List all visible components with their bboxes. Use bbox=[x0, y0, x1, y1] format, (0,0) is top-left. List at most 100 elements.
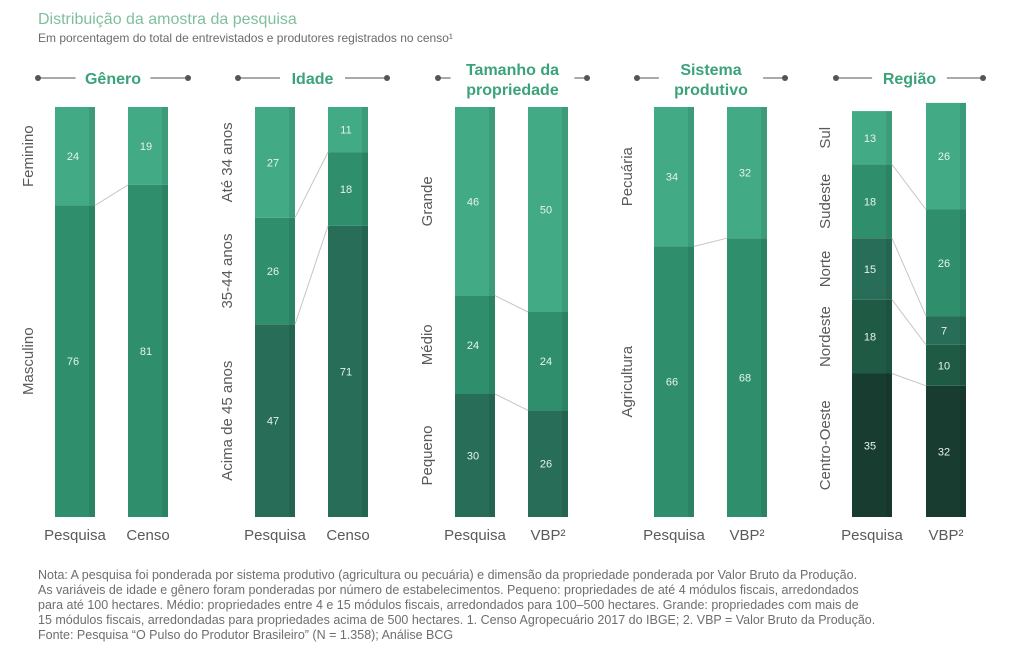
bar-segment-shade bbox=[89, 107, 95, 206]
bar-segment-agricultura bbox=[654, 246, 694, 517]
bar-segment-nordeste bbox=[926, 344, 966, 386]
connector-line bbox=[294, 225, 329, 325]
bar-segment-shade bbox=[688, 107, 694, 247]
x-tick-label: VBP² bbox=[928, 527, 963, 544]
series-label-agricultura: Agricultura bbox=[619, 345, 636, 417]
note-line: 15 módulos fiscais, arredondadas para pr… bbox=[38, 613, 876, 627]
bar-segment-shade bbox=[761, 107, 767, 239]
series-label-pecuaria: Pecuária bbox=[619, 146, 636, 206]
bar-segment-shade bbox=[562, 107, 568, 312]
panel-title: Tamanho da bbox=[466, 62, 559, 79]
data-label: 27 bbox=[267, 157, 279, 169]
bar-segment-agricultura bbox=[727, 238, 767, 517]
header-dot bbox=[833, 75, 839, 81]
bar-segment-medio bbox=[455, 295, 495, 394]
bar-segment-acima-de-45-anos bbox=[328, 225, 368, 517]
data-label: 19 bbox=[140, 141, 152, 153]
data-label: 24 bbox=[67, 151, 79, 163]
bar-segment-grande bbox=[455, 107, 495, 296]
bar-segment-shade bbox=[162, 184, 168, 517]
bar-segment-35-44-anos bbox=[328, 152, 368, 226]
bar-segment-pequeno bbox=[455, 394, 495, 517]
header-dot bbox=[980, 75, 986, 81]
series-label-masculino: Masculino bbox=[20, 327, 37, 395]
bar-segment-35-44-anos bbox=[255, 217, 295, 325]
bar-segment-centro-oeste bbox=[852, 373, 892, 517]
bar-segment-shade bbox=[362, 225, 368, 517]
x-tick-label: Censo bbox=[126, 527, 169, 544]
note-line: Fonte: Pesquisa “O Pulso do Produtor Bra… bbox=[38, 628, 454, 642]
bar-segment-masculino bbox=[128, 184, 168, 517]
bar-segment-shade bbox=[960, 209, 966, 317]
connector-line bbox=[94, 184, 129, 206]
data-label: 32 bbox=[938, 446, 950, 458]
bar-segment-feminino bbox=[55, 107, 95, 206]
data-label: 50 bbox=[540, 205, 552, 217]
data-label: 11 bbox=[340, 125, 351, 137]
data-label: 18 bbox=[864, 196, 876, 208]
data-label: 26 bbox=[938, 151, 950, 163]
data-label: 35 bbox=[864, 440, 876, 452]
bar-segment-shade bbox=[289, 324, 295, 517]
series-label-feminino: Feminino bbox=[20, 125, 37, 187]
panel-title: Gênero bbox=[85, 71, 141, 88]
bar-segment-shade bbox=[886, 238, 892, 300]
bar-segment-shade bbox=[289, 107, 295, 218]
x-tick-label: Pesquisa bbox=[841, 527, 903, 544]
data-label: 24 bbox=[467, 340, 479, 352]
header-dot bbox=[782, 75, 788, 81]
connector-line bbox=[891, 373, 927, 387]
series-label-centro-oeste: Centro-Oeste bbox=[817, 400, 834, 490]
bar-segment-shade bbox=[362, 107, 368, 153]
bar-segment-grande bbox=[528, 107, 568, 312]
bar-segment-pecuaria bbox=[654, 107, 694, 247]
bar-segment-acima-de-45-anos bbox=[255, 324, 295, 517]
data-label: 10 bbox=[938, 360, 950, 372]
bar-segment-shade bbox=[489, 295, 495, 394]
connector-line bbox=[494, 393, 529, 411]
note-line: para até 100 hectares. Médio: propriedad… bbox=[38, 598, 859, 612]
bar-segment-shade bbox=[886, 373, 892, 517]
bar-segment-shade bbox=[562, 410, 568, 517]
x-tick-label: Pesquisa bbox=[643, 527, 705, 544]
panel-title: produtivo bbox=[674, 82, 748, 99]
x-tick-label: Pesquisa bbox=[244, 527, 306, 544]
data-label: 18 bbox=[340, 184, 352, 196]
bar-segment-shade bbox=[886, 299, 892, 374]
bar-segment-shade bbox=[886, 111, 892, 165]
data-label: 24 bbox=[540, 356, 552, 368]
bar-segment-sul bbox=[926, 102, 966, 210]
chart-subtitle: Em porcentagem do total de entrevistados… bbox=[38, 31, 453, 45]
bar-segment-pecuaria bbox=[727, 107, 767, 239]
header-dot bbox=[185, 75, 191, 81]
series-label-sudeste: Sudeste bbox=[817, 174, 834, 229]
bar-segment-norte bbox=[926, 316, 966, 345]
bar-segment-shade bbox=[162, 107, 168, 185]
data-label: 13 bbox=[864, 133, 876, 145]
bar-segment-ate-34-anos bbox=[255, 107, 295, 218]
header-dot bbox=[435, 75, 441, 81]
bar-segment-norte bbox=[852, 238, 892, 300]
header-dot bbox=[35, 75, 41, 81]
connector-line bbox=[891, 237, 927, 317]
bar-segment-shade bbox=[489, 394, 495, 517]
bar-segment-shade bbox=[688, 246, 694, 517]
data-label: 15 bbox=[864, 264, 876, 276]
series-label-nordeste: Nordeste bbox=[817, 306, 834, 367]
bar-segment-masculino bbox=[55, 205, 95, 517]
connector-line bbox=[494, 295, 529, 313]
data-label: 71 bbox=[340, 366, 352, 378]
panel-title: Sistema bbox=[680, 62, 741, 79]
data-label: 34 bbox=[666, 172, 678, 184]
x-tick-label: Censo bbox=[326, 527, 369, 544]
data-label: 26 bbox=[540, 459, 552, 471]
bar-segment-centro-oeste bbox=[926, 385, 966, 517]
bar-segment-shade bbox=[489, 107, 495, 296]
bar-segment-nordeste bbox=[852, 299, 892, 374]
bar-segment-shade bbox=[960, 102, 966, 210]
data-label: 26 bbox=[938, 258, 950, 270]
data-label: 68 bbox=[739, 373, 751, 385]
panel-title: Região bbox=[883, 71, 937, 88]
bar-segment-feminino bbox=[128, 107, 168, 185]
x-tick-label: VBP² bbox=[729, 527, 764, 544]
